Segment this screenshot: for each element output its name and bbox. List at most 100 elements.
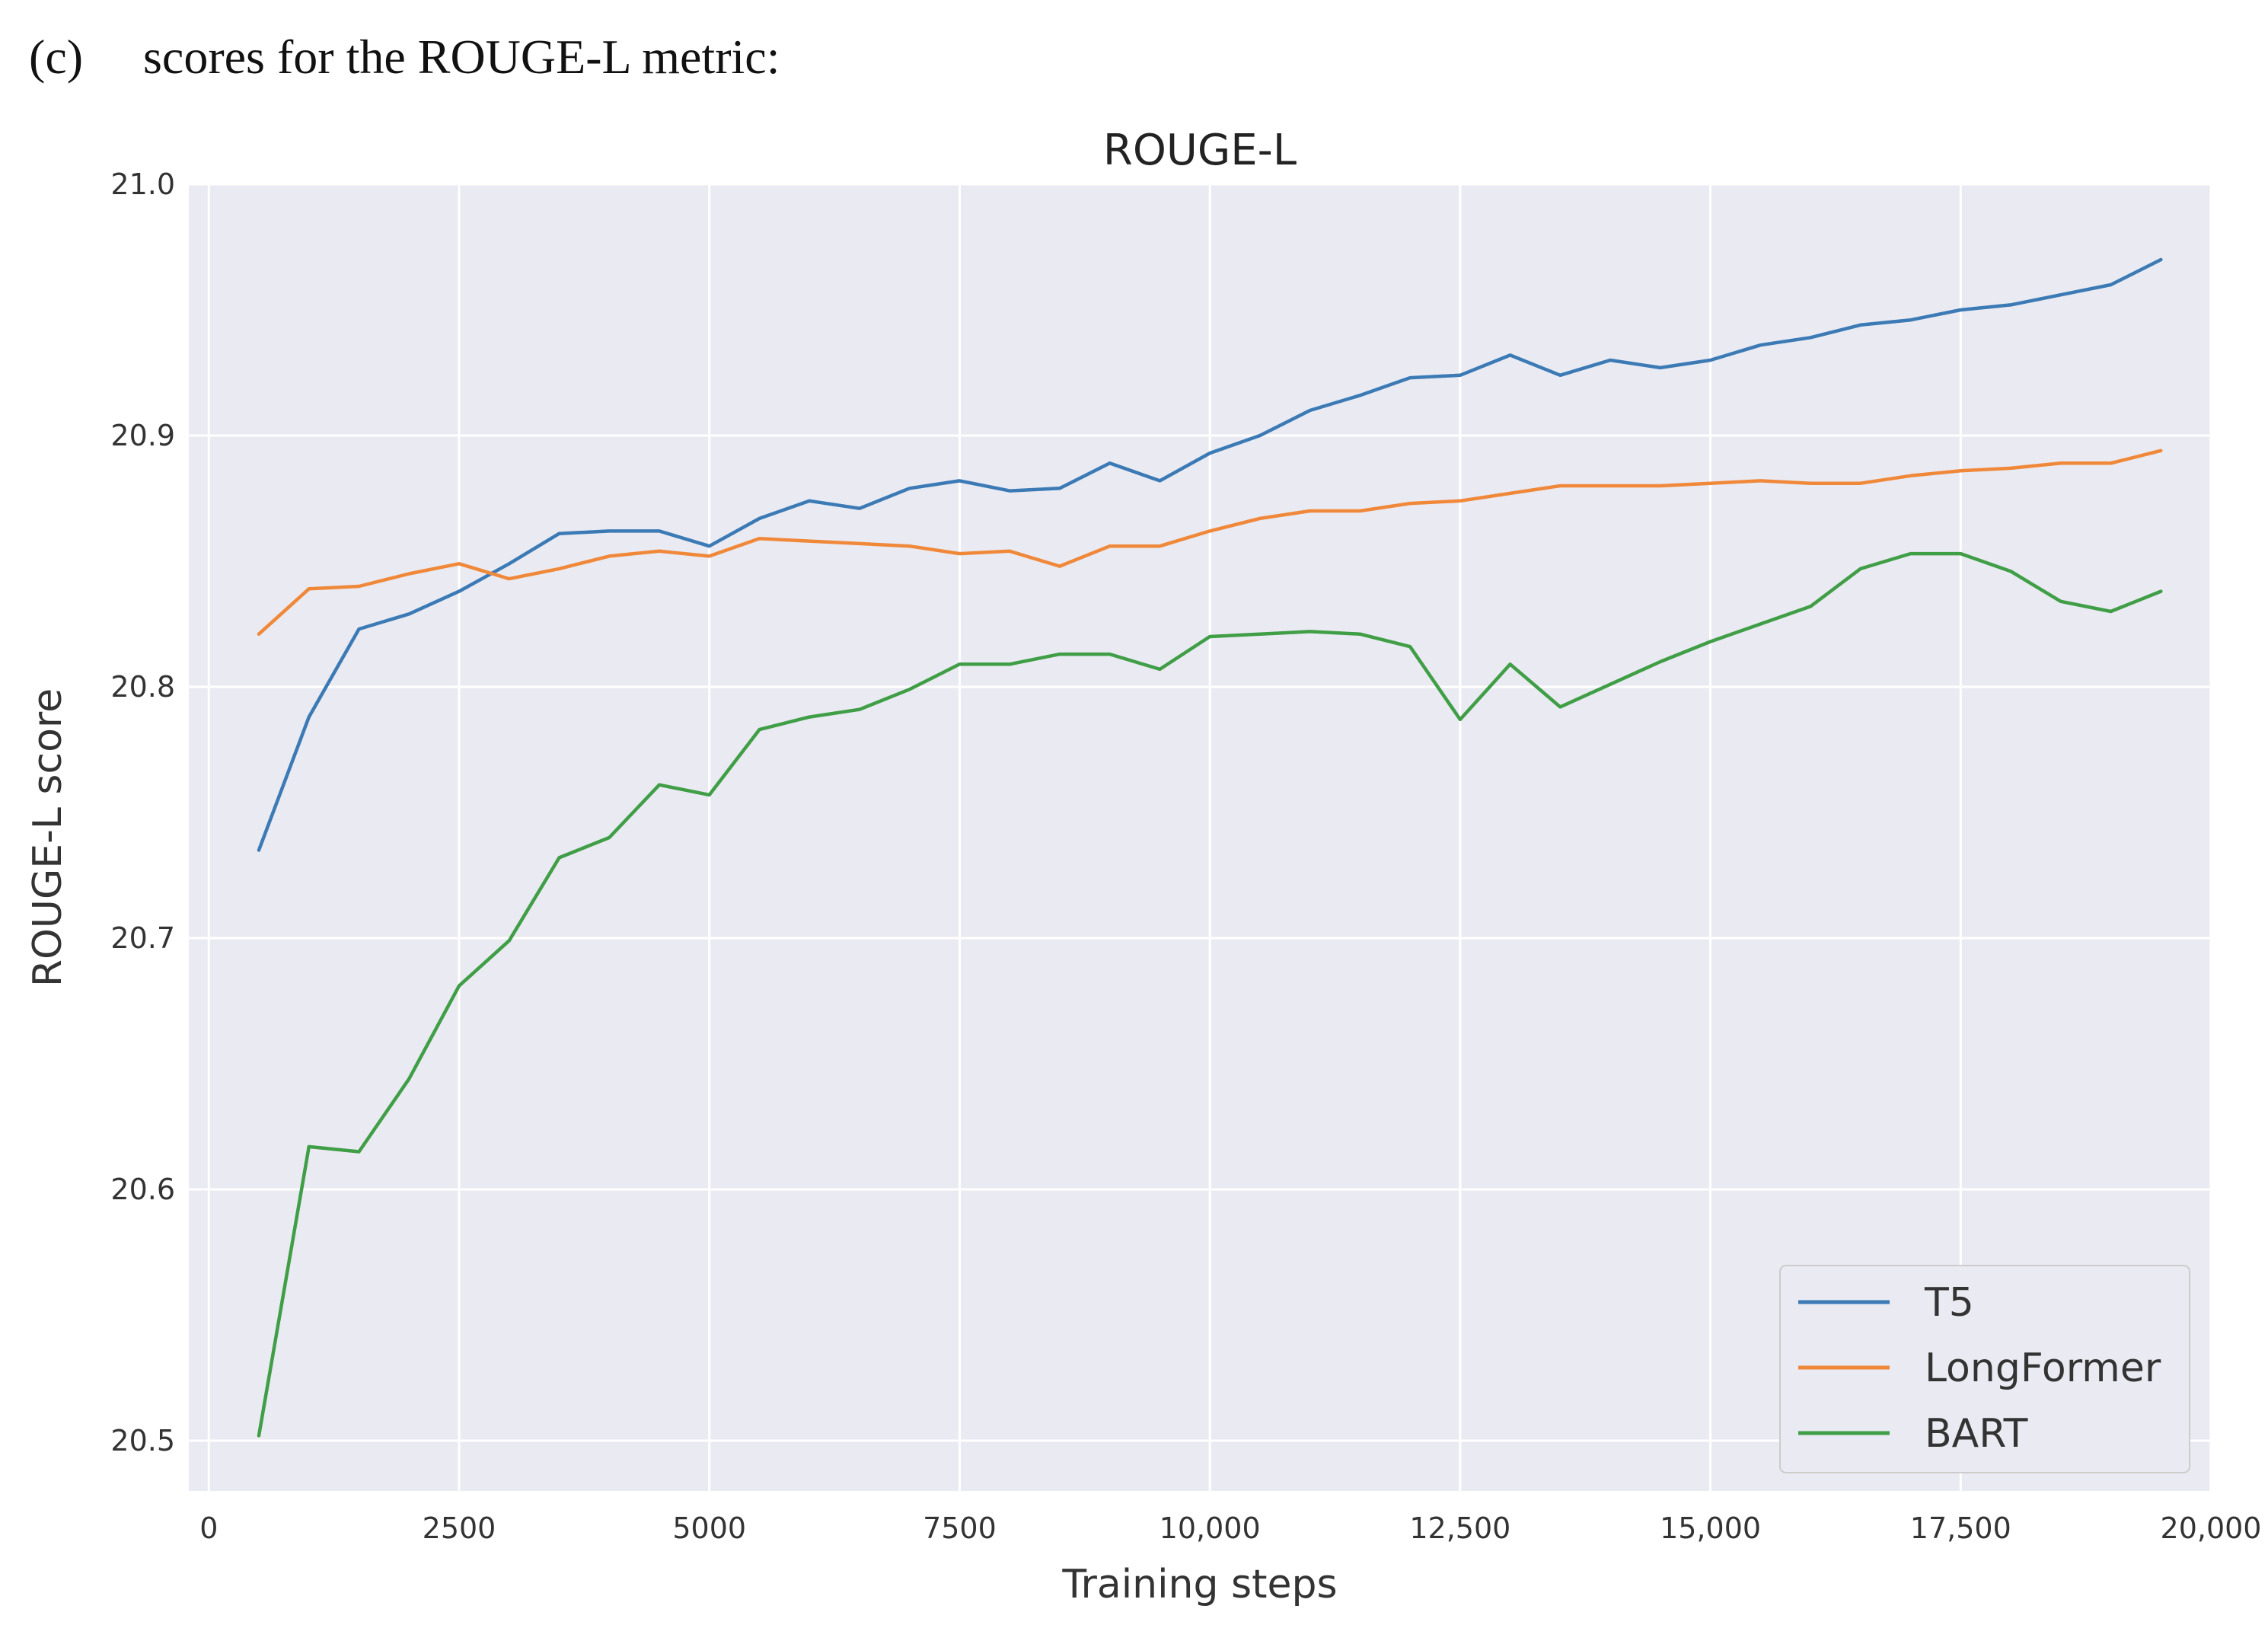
data-point-bart: [608, 836, 611, 839]
data-point-t5: [1559, 374, 1561, 376]
data-point-longformer: [1659, 484, 1662, 487]
data-point-t5: [2160, 258, 2162, 261]
data-point-bart: [1258, 633, 1262, 635]
data-point-longformer: [2160, 449, 2162, 452]
y-axis-label: ROUGE-L score: [25, 688, 71, 987]
data-point-t5: [1759, 344, 1762, 346]
series-bart: [257, 551, 2163, 1438]
data-point-t5: [558, 532, 560, 535]
data-point-bart: [308, 1145, 310, 1148]
data-point-t5: [809, 500, 811, 502]
data-point-longformer: [408, 573, 410, 575]
data-point-t5: [858, 507, 861, 509]
data-point-longformer: [1859, 482, 1862, 484]
figure-caption: (c) scores for the ROUGE-L metric:: [29, 29, 780, 85]
data-point-bart: [257, 1435, 260, 1437]
data-point-longformer: [758, 538, 761, 540]
data-point-t5: [1008, 490, 1011, 492]
x-axis-label: Training steps: [1061, 1562, 1337, 1607]
x-tick-label: 7500: [923, 1511, 997, 1545]
data-point-bart: [1960, 552, 1962, 555]
data-point-t5: [1359, 394, 1361, 397]
legend-label-t5: T5: [1924, 1280, 1974, 1326]
data-point-bart: [708, 793, 710, 796]
data-point-longformer: [1909, 474, 1912, 477]
data-point-bart: [508, 940, 510, 942]
data-point-longformer: [508, 577, 510, 580]
data-point-longformer: [809, 540, 811, 542]
data-point-t5: [608, 530, 611, 532]
data-point-bart: [1058, 653, 1061, 656]
x-tick-labels: 0 2500 5000 7500 10,000 12,500 15,000 17,500 20,…: [199, 1511, 2261, 1545]
x-tick-label: 5000: [672, 1511, 746, 1545]
data-point-bart: [1108, 653, 1111, 656]
data-point-t5: [257, 849, 260, 851]
legend: T5 LongFormer BART: [1779, 1265, 2190, 1473]
data-point-bart: [758, 728, 761, 731]
data-point-bart: [1309, 630, 1311, 633]
data-point-bart: [408, 1077, 410, 1081]
data-point-bart: [2110, 610, 2112, 613]
y-tick-labels: 20.5 20.6 20.7 20.8 20.9 21.0: [110, 168, 175, 1457]
data-point-bart: [1408, 646, 1412, 648]
legend-label-longformer: LongFormer: [1925, 1345, 2161, 1391]
data-point-t5: [308, 716, 310, 718]
series-t5: [257, 257, 2163, 852]
data-point-t5: [1208, 452, 1211, 455]
data-point-longformer: [1609, 484, 1612, 487]
data-point-bart: [908, 688, 911, 691]
data-point-bart: [1659, 660, 1662, 663]
data-point-bart: [2059, 600, 2062, 602]
data-point-longformer: [1058, 565, 1061, 567]
y-tick-label: 20.5: [110, 1424, 175, 1457]
x-tick-label: 17,500: [1910, 1511, 2011, 1545]
data-point-t5: [1309, 409, 1311, 412]
data-point-t5: [1509, 354, 1511, 356]
data-point-t5: [1459, 374, 1462, 376]
data-point-bart: [1208, 635, 1211, 638]
data-point-longformer: [358, 585, 360, 588]
data-point-longformer: [1408, 502, 1412, 505]
data-point-t5: [1909, 319, 1912, 321]
caption-label: (c): [29, 30, 84, 84]
data-point-t5: [1659, 366, 1662, 369]
legend-label-bart: BART: [1925, 1411, 2028, 1457]
data-point-longformer: [708, 555, 710, 557]
data-point-longformer: [1309, 509, 1311, 512]
data-point-bart: [458, 985, 461, 987]
data-point-bart: [358, 1151, 360, 1153]
data-point-longformer: [257, 633, 260, 635]
data-point-t5: [1709, 359, 1711, 362]
data-point-longformer: [1159, 545, 1161, 547]
data-point-longformer: [1509, 492, 1511, 495]
data-point-longformer: [1108, 545, 1111, 547]
data-point-t5: [458, 590, 461, 592]
data-point-t5: [358, 627, 360, 630]
data-point-t5: [708, 545, 710, 547]
data-point-t5: [1258, 434, 1262, 437]
data-point-t5: [1809, 337, 1812, 339]
data-point-longformer: [1960, 470, 1962, 472]
data-point-bart: [1559, 706, 1561, 708]
data-point-t5: [1159, 480, 1161, 482]
data-point-longformer: [2110, 462, 2112, 464]
data-point-t5: [1408, 376, 1412, 379]
data-point-longformer: [608, 555, 611, 557]
data-point-t5: [408, 613, 410, 615]
caption-text: scores for the ROUGE-L metric:: [143, 30, 780, 84]
data-point-bart: [959, 663, 961, 666]
data-point-bart: [2009, 570, 2012, 573]
data-point-t5: [658, 530, 661, 532]
data-point-bart: [1859, 567, 1862, 570]
data-point-t5: [1960, 308, 1962, 311]
data-point-t5: [1859, 324, 1862, 326]
chart-title: ROUGE-L: [1103, 126, 1297, 175]
data-point-longformer: [1459, 500, 1462, 502]
data-point-bart: [1759, 623, 1762, 625]
y-tick-label: 20.7: [110, 921, 175, 955]
y-tick-label: 20.6: [110, 1173, 175, 1206]
data-point-longformer: [1759, 480, 1762, 482]
data-point-bart: [1909, 552, 1912, 555]
data-point-bart: [1159, 668, 1161, 671]
